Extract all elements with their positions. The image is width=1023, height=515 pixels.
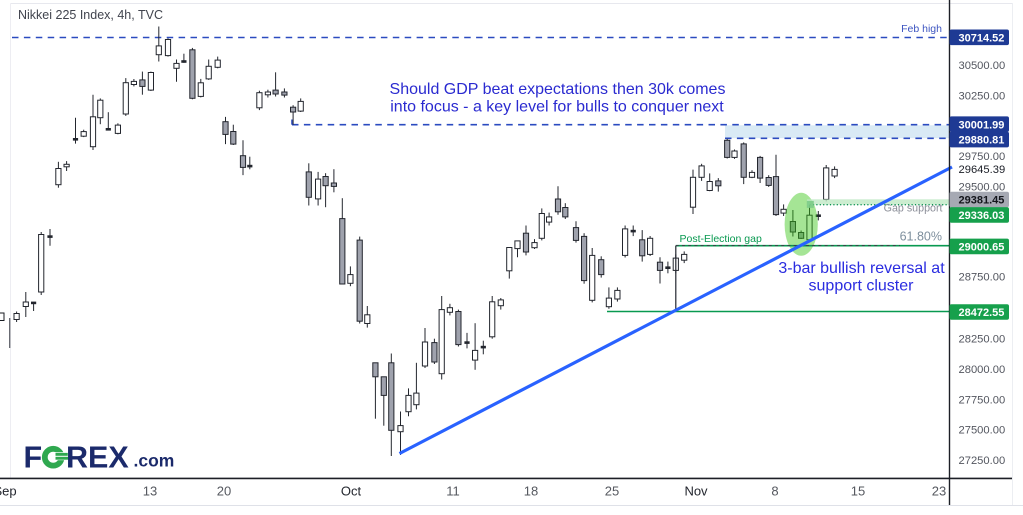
svg-text:15: 15 [851,484,865,499]
svg-text:Feb high: Feb high [901,23,942,35]
svg-text:Should GDP beat expectations t: Should GDP beat expectations then 30k co… [390,81,726,98]
svg-text:29500.00: 29500.00 [959,182,1006,194]
svg-text:27250.00: 27250.00 [959,455,1006,467]
svg-text:Nov: Nov [684,484,708,499]
svg-text:8: 8 [771,484,778,499]
svg-text:29750.00: 29750.00 [959,151,1006,163]
svg-text:into focus - a key level for b: into focus - a key level for bulls to co… [390,98,724,115]
svg-text:Post-Election gap: Post-Election gap [680,233,762,245]
svg-text:28250.00: 28250.00 [959,334,1006,346]
svg-text:61.80%: 61.80% [900,230,942,244]
svg-text:REX: REX [66,441,129,475]
svg-text:11: 11 [446,484,460,499]
svg-text:3-bar bullish reversal at: 3-bar bullish reversal at [778,260,945,277]
svg-text:support cluster: support cluster [809,278,915,295]
svg-text:30714.52: 30714.52 [959,32,1005,44]
svg-text:25: 25 [605,484,619,499]
svg-text:13: 13 [143,484,157,499]
svg-text:28472.55: 28472.55 [959,307,1005,319]
svg-text:27750.00: 27750.00 [959,394,1006,406]
svg-text:29381.45: 29381.45 [959,195,1005,207]
svg-text:Nikkei 225 Index, 4h, TVC: Nikkei 225 Index, 4h, TVC [18,8,163,22]
svg-text:Oct: Oct [341,484,362,499]
svg-text:29336.03: 29336.03 [959,210,1005,222]
svg-text:28750.00: 28750.00 [959,272,1006,284]
svg-text:27500.00: 27500.00 [959,425,1006,437]
svg-text:30250.00: 30250.00 [959,90,1006,102]
svg-text:29000.65: 29000.65 [959,242,1005,254]
svg-text:30500.00: 30500.00 [959,60,1006,72]
svg-text:28000.00: 28000.00 [959,364,1006,376]
svg-text:Sep: Sep [0,484,17,499]
svg-text:F: F [24,441,43,475]
svg-text:20: 20 [217,484,231,499]
svg-text:18: 18 [524,484,538,499]
svg-text:.com: .com [134,451,175,471]
svg-text:29645.39: 29645.39 [959,164,1006,176]
svg-text:29880.81: 29880.81 [959,135,1005,147]
svg-text:Gap support: Gap support [884,202,943,214]
svg-text:30001.99: 30001.99 [959,119,1005,131]
svg-text:23: 23 [932,484,946,499]
